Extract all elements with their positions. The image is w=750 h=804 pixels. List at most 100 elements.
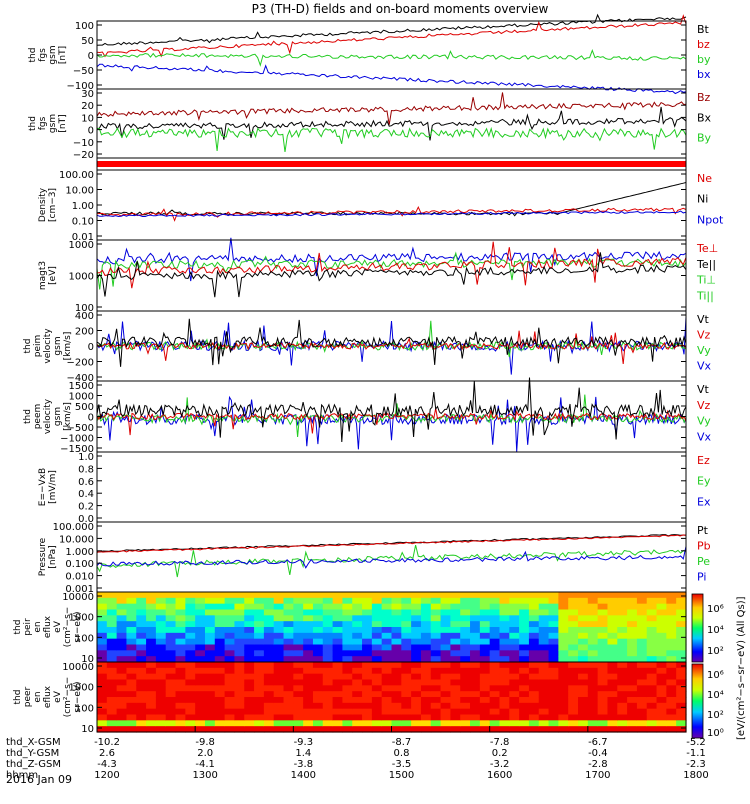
ytick-label: 10: [81, 654, 94, 665]
ylabel-line: [km/s]: [63, 332, 73, 361]
ytick-label: 10: [81, 113, 94, 124]
ytick-label: 100: [75, 21, 94, 32]
ylabel-line: gsm: [53, 407, 63, 426]
ytick-label: 10000: [62, 662, 94, 673]
series-bz: [96, 14, 687, 58]
legend-pb: Pb: [697, 540, 711, 553]
legend-ey: Ey: [697, 475, 711, 488]
series-pi: [96, 546, 687, 569]
ephem-value: -9.3: [294, 737, 314, 748]
legend-bz: Bz: [697, 91, 711, 104]
ylabel-line: [cm−3]: [48, 188, 58, 222]
ytick-label: 0.010: [65, 572, 94, 583]
series-bx: [96, 63, 687, 95]
ylabel-line: (cm²−s−: [63, 607, 73, 648]
ytick-label: 0: [88, 342, 94, 353]
series-by: [96, 48, 687, 67]
ylabel-line: [km/s]: [63, 402, 73, 431]
ytick-label: 100: [75, 703, 94, 714]
ylabel-line: peer: [23, 686, 33, 707]
ylabel-line: eV: [53, 620, 63, 633]
colorbar-tick-lower-0: 10⁶: [707, 670, 724, 681]
ylabel-line: [mV/m]: [48, 470, 58, 504]
ylabel-line: Pressure: [38, 537, 48, 576]
ytick-label: −500: [67, 423, 94, 434]
ephem-value: -5.2: [686, 737, 706, 748]
series-bt: [96, 13, 687, 46]
ylabel-line: peim: [33, 335, 43, 358]
ephem-value: -9.8: [195, 737, 215, 748]
ylabel-line: [eV]: [48, 266, 58, 285]
legend-npot: Npot: [697, 213, 724, 226]
ytick-label: 10.00: [65, 186, 94, 197]
colorbar-tick-lower-3: 10⁰: [707, 728, 724, 739]
ylabel-line: thd: [23, 409, 33, 424]
ephem-value: -7.8: [490, 737, 510, 748]
ytick-label: 1500: [69, 381, 94, 392]
ytick-label: −10: [73, 138, 94, 149]
ylabel-line: magt3: [38, 261, 48, 290]
panel-peir: 10000 1000 100 10 thd peir en eflux eV (cm²−s− sr−…: [13, 591, 687, 665]
ylabel-line: thd: [28, 48, 38, 63]
panel-frame: [96, 451, 687, 523]
ephem-value: 1500: [389, 770, 414, 781]
legend-bt: Bt: [697, 23, 710, 36]
panel-peim: 400 200 0 −200 −400 thd peim velocity gsm [km/s] V…: [23, 310, 712, 384]
ytick-label: 0.8: [78, 464, 94, 475]
ylabel-line: velocity: [43, 328, 53, 364]
legend-bz: bz: [697, 38, 710, 51]
ephem-label: thd_Y-GSM: [6, 748, 59, 759]
ylabel-line: fgs: [38, 116, 48, 130]
legend-vz: Vz: [697, 329, 711, 342]
legend-by: by: [697, 53, 711, 66]
ytick-label: −50: [73, 66, 94, 77]
ytick-label: 0.10: [72, 217, 94, 228]
panel-peer: 10000 1000 100 10 thd peer en eflux eV (cm²−s− sr−…: [13, 661, 687, 735]
legend-bx: bx: [697, 68, 711, 81]
ephem-value: 1800: [683, 770, 708, 781]
series-vz: [96, 408, 687, 436]
panel-frame: [96, 169, 687, 241]
ytick-label: 20: [81, 101, 94, 112]
legend-vt: Vt: [697, 383, 710, 396]
legend-vy: Vy: [697, 415, 711, 428]
ytick-label: 0: [88, 413, 94, 424]
date-label: 2016 Jan 09: [6, 773, 72, 786]
panel-efield: 1.00.8 0.60.4 0.20.0 E=−VxB [mV/m] Ez Ey Ex: [38, 451, 711, 525]
ylabel-line: eV: [53, 690, 63, 703]
series-bz: [96, 92, 687, 125]
ephem-value: -4.1: [195, 759, 215, 770]
ylabel-line: peir: [23, 618, 33, 636]
ephem-value: -3.5: [392, 759, 412, 770]
ylabel-line: Density: [38, 187, 48, 222]
legend-ti: Ti||: [696, 289, 714, 302]
ephem-label: thd_X-GSM: [6, 737, 61, 748]
ytick-label: 10: [81, 724, 94, 735]
ytick-label: 1.000: [65, 547, 94, 558]
ephem-value: 1.4: [295, 748, 311, 759]
ephem-value: 1700: [585, 770, 610, 781]
colorbar-upper: [691, 593, 704, 663]
ytick-label: 30: [81, 89, 94, 100]
ylabel-line: thd: [13, 690, 23, 705]
series-npot: [96, 210, 687, 218]
ylabel-line: E=−VxB: [38, 468, 48, 506]
legend-ni: Ni: [697, 193, 708, 206]
ytick-label: 1000: [69, 683, 94, 694]
colorbar: 10⁶ 10⁴ 10² 10⁶ 10⁴ 10² 10⁰ [eV/(cm²−s−s…: [691, 593, 747, 740]
series-tell: [96, 252, 687, 298]
ylabel-line: [nPa]: [48, 545, 58, 568]
ephem-value: -0.4: [588, 748, 608, 759]
ytick-label: −20: [73, 150, 94, 161]
legend-vx: Vx: [697, 360, 712, 373]
ytick-label: −200: [67, 358, 94, 369]
ytick-label: 100: [75, 633, 94, 644]
legend-vy: Vy: [697, 344, 711, 357]
legend-vx: Vx: [697, 430, 712, 443]
ephem-label: hhmm: [6, 770, 38, 781]
colorbar-tick-upper-0: 10⁶: [707, 604, 724, 615]
series-ni: [96, 182, 687, 217]
ylabel-line: fgs: [38, 48, 48, 62]
